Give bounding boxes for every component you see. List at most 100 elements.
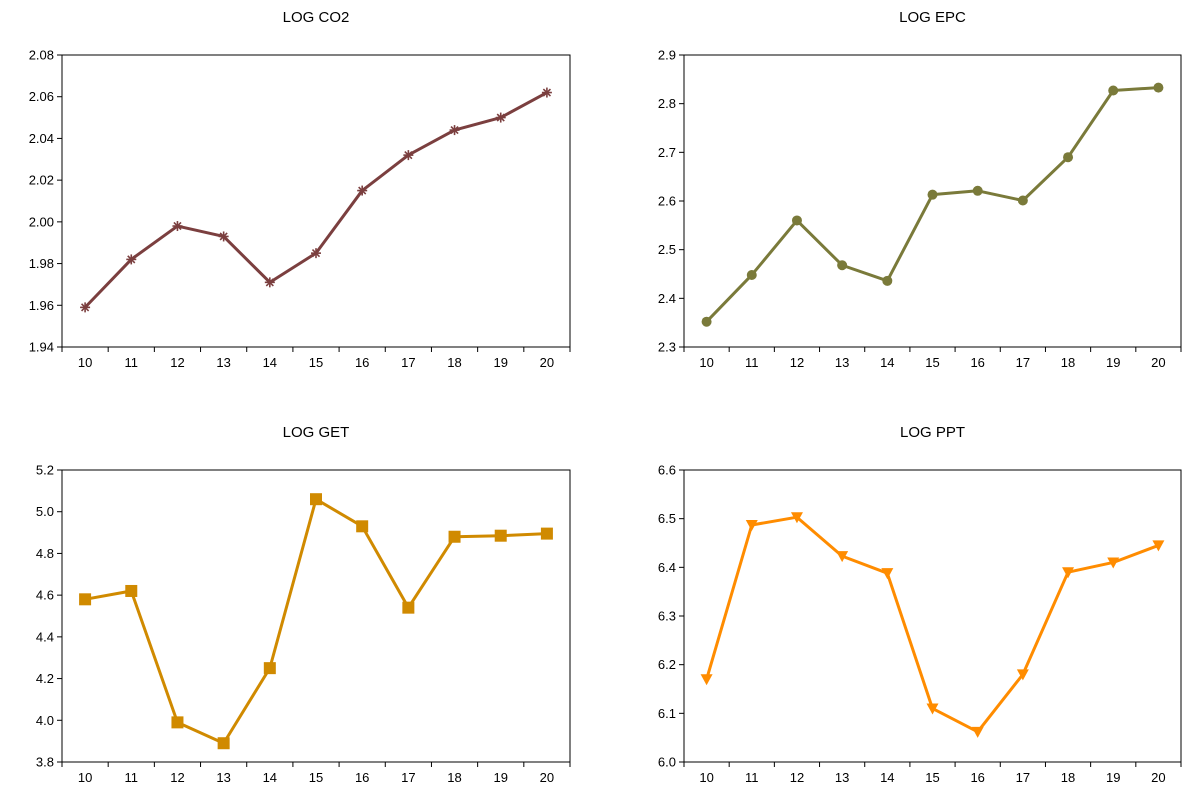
log-ppt-x-tick-label: 12: [790, 770, 804, 785]
log-ppt-series-line: [705, 515, 1159, 734]
log-epc-x-tick-label: 15: [925, 355, 939, 370]
log-get-x-tick-label: 16: [355, 770, 369, 785]
log-get-point-12: [171, 716, 184, 729]
log-co2-x-tick-label: 13: [216, 355, 230, 370]
log-epc-point-20: [1153, 82, 1164, 93]
log-co2-y-tick-label: 2.00: [29, 214, 54, 229]
log-ppt-point-15: [926, 703, 939, 715]
log-get-x-tick-label: 11: [125, 770, 139, 785]
log-epc-point-15: [927, 189, 938, 200]
log-get-title: LOG GET: [283, 424, 350, 441]
log-ppt-x-tick-label: 15: [925, 770, 939, 785]
log-get-x-tick-label: 12: [170, 770, 184, 785]
log-get-point-13: [217, 737, 230, 750]
log-epc-y-tick-label: 2.3: [658, 340, 676, 355]
log-co2-point-20: [541, 87, 552, 98]
log-epc-x-tick-label: 18: [1061, 355, 1075, 370]
log-get-x-tick-label: 14: [263, 770, 277, 785]
log-epc-point-11: [746, 269, 757, 280]
log-ppt-point-17: [1016, 669, 1029, 681]
log-ppt-y-tick-label: 6.1: [658, 706, 676, 721]
log-co2-point-14: [264, 277, 275, 288]
log-ppt-title: LOG PPT: [900, 424, 965, 441]
log-co2-y-tick-label: 2.02: [29, 173, 54, 188]
log-co2-x-tick-label: 15: [309, 355, 323, 370]
log-get-point-19: [494, 529, 507, 542]
log-epc-y-tick-label: 2.5: [658, 242, 676, 257]
log-get-point-18: [448, 530, 461, 543]
log-get-x-tick-label: 15: [309, 770, 323, 785]
log-epc-point-18: [1063, 152, 1074, 163]
log-co2-point-11: [126, 254, 137, 265]
log-epc-x-tick-label: 19: [1106, 355, 1120, 370]
log-get-x-tick-label: 18: [447, 770, 461, 785]
log-epc-point-19: [1108, 85, 1119, 96]
log-co2-point-13: [218, 231, 229, 242]
log-co2-point-15: [311, 248, 321, 259]
log-epc-y-tick-label: 2.4: [658, 291, 676, 306]
log-epc-series-line: [705, 86, 1159, 323]
log-get-x-tick-label: 10: [78, 770, 92, 785]
log-epc-x-tick-label: 17: [1016, 355, 1030, 370]
log-co2-x-tick-label: 17: [401, 355, 415, 370]
log-co2-point-10: [80, 302, 91, 313]
log-ppt-point-10: [700, 674, 713, 686]
log-co2-x-tick-label: 18: [447, 355, 461, 370]
log-co2-x-tick-label: 12: [170, 355, 184, 370]
log-co2-title: LOG CO2: [283, 9, 350, 26]
log-epc-x-tick-label: 16: [970, 355, 984, 370]
log-co2-y-tick-label: 2.04: [29, 131, 54, 146]
log-co2-point-18: [449, 125, 460, 136]
log-get-x-tick-label: 17: [401, 770, 415, 785]
log-ppt-y-tick-label: 6.6: [658, 463, 676, 478]
log-epc-point-12: [791, 215, 802, 226]
log-epc-title: LOG EPC: [899, 9, 966, 26]
log-co2-y-tick-label: 1.94: [29, 340, 54, 355]
log-get-point-20: [540, 527, 553, 540]
log-ppt-x-tick-label: 17: [1016, 770, 1030, 785]
log-get-y-tick-label: 5.2: [36, 463, 54, 478]
log-ppt-y-tick-label: 6.2: [658, 657, 676, 672]
log-epc-x-tick-label: 10: [699, 355, 713, 370]
log-ppt-panel: LOG PPT 6.0 6.1 6.2 6.3 6.4 6.5 6.6 10 11 12 13 14 15…: [658, 424, 1182, 785]
log-get-x-tick-label: 20: [540, 770, 554, 785]
log-co2-x-tick-label: 10: [78, 355, 92, 370]
log-epc-point-17: [1017, 195, 1028, 206]
log-epc-y-tick-label: 2.7: [658, 145, 676, 160]
log-epc-y-tick-label: 2.9: [658, 48, 676, 63]
log-co2-panel: LOG CO2 1.94 1.96 1.98 2.00 2.02 2.04 2.06 2.08 1…: [29, 9, 571, 370]
log-get-point-15: [310, 493, 322, 506]
log-get-y-tick-label: 4.6: [36, 588, 54, 603]
log-co2-y-tick-label: 1.96: [29, 298, 54, 313]
log-epc-panel: LOG EPC 2.3 2.4 2.5 2.6 2.7 2.8 2.9 10 11 12 13 14 15…: [658, 9, 1182, 370]
log-co2-point-17: [403, 150, 414, 161]
log-epc-x-tick-label: 14: [880, 355, 894, 370]
log-ppt-point-18: [1062, 567, 1075, 579]
log-ppt-x-tick-label: 10: [699, 770, 713, 785]
log-co2-y-tick-label: 1.98: [29, 256, 54, 271]
log-ppt-x-tick-label: 19: [1106, 770, 1120, 785]
log-co2-y-tick-label: 2.08: [29, 48, 54, 63]
log-ppt-y-tick-label: 6.5: [658, 511, 676, 526]
log-get-y-tick-label: 4.8: [36, 546, 54, 561]
log-co2-y-tick-label: 2.06: [29, 89, 54, 104]
log-co2-point-19: [495, 112, 506, 123]
log-co2-point-12: [172, 221, 183, 232]
log-get-point-17: [402, 601, 415, 614]
log-co2-point-16: [357, 185, 368, 196]
log-get-y-tick-label: 5.0: [36, 504, 54, 519]
log-epc-x-tick-label: 12: [790, 355, 804, 370]
log-get-y-tick-label: 3.8: [36, 755, 54, 770]
log-epc-point-14: [882, 275, 893, 286]
log-ppt-point-11: [745, 519, 758, 531]
log-get-x-tick-label: 19: [493, 770, 507, 785]
log-co2-x-tick-label: 19: [493, 355, 507, 370]
log-co2-plot-frame: [61, 54, 571, 348]
log-ppt-x-tick-label: 14: [880, 770, 894, 785]
log-epc-x-tick-label: 20: [1151, 355, 1165, 370]
log-ppt-point-13: [836, 551, 849, 563]
log-ppt-x-tick-label: 11: [745, 770, 759, 785]
log-get-panel: LOG GET 3.8 4.0 4.2 4.4 4.6 4.8 5.0 5.2 10 11 12 13 1…: [36, 424, 571, 785]
log-ppt-x-tick-label: 20: [1151, 770, 1165, 785]
log-epc-x-tick-label: 11: [745, 355, 759, 370]
